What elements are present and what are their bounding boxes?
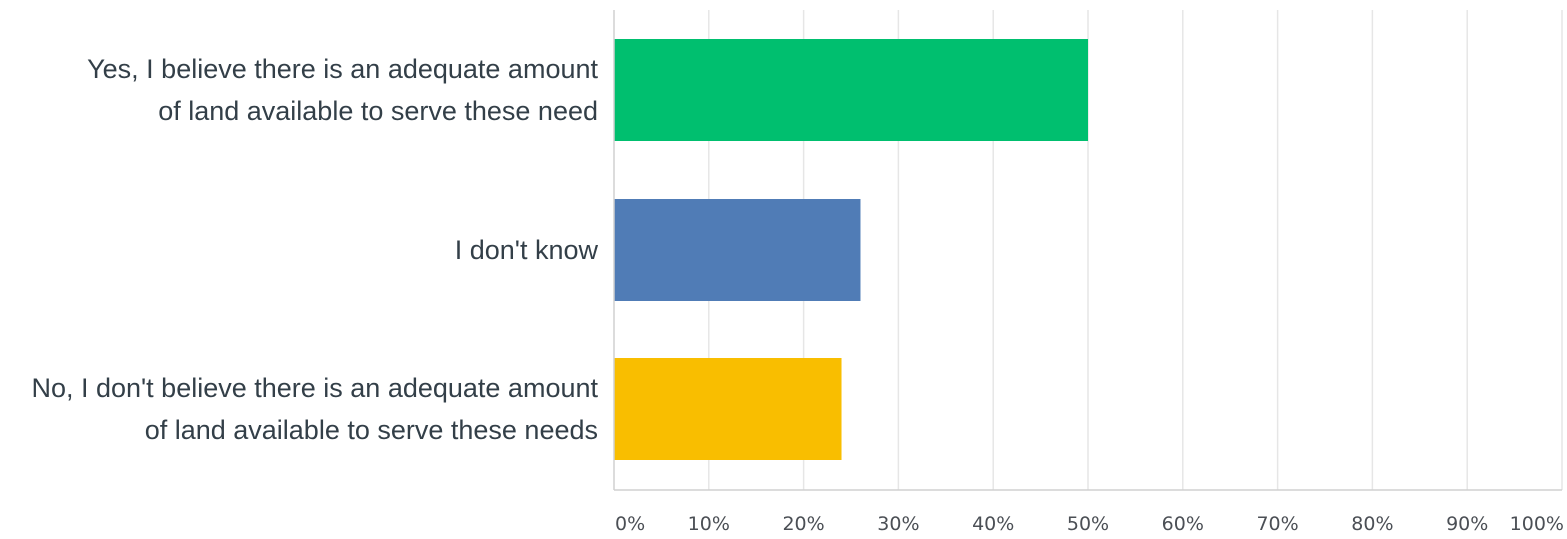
tick-label-2: 20% xyxy=(782,513,824,535)
bars xyxy=(614,39,1088,460)
tick-label-4: 40% xyxy=(972,513,1014,535)
bar-1 xyxy=(614,199,861,301)
category-label-2-line-0: No, I don't believe there is an adequate… xyxy=(31,373,598,403)
tick-label-5: 50% xyxy=(1067,513,1109,535)
tick-label-6: 60% xyxy=(1162,513,1204,535)
category-label-0-line-0: Yes, I believe there is an adequate amou… xyxy=(87,54,598,84)
tick-label-10: 100% xyxy=(1510,513,1564,535)
tick-label-9: 90% xyxy=(1446,513,1488,535)
category-label-0-line-1: of land available to serve these need xyxy=(158,96,598,126)
tick-labels: 0% 10% 20% 30% 40% 50% 60% 70% 80% 90% 100% xyxy=(615,513,1564,535)
tick-label-3: 30% xyxy=(877,513,919,535)
tick-label-0: 0% xyxy=(615,513,645,535)
tick-label-7: 70% xyxy=(1256,513,1298,535)
bar-2 xyxy=(614,358,842,460)
x-axis xyxy=(613,10,1562,491)
tick-label-8: 80% xyxy=(1351,513,1393,535)
category-label-1-line-0: I don't know xyxy=(455,235,599,265)
bar-0 xyxy=(614,39,1088,141)
tick-label-1: 10% xyxy=(688,513,730,535)
category-labels: Yes, I believe there is an adequate amou… xyxy=(31,54,598,445)
category-label-2-line-1: of land available to serve these needs xyxy=(145,415,598,445)
